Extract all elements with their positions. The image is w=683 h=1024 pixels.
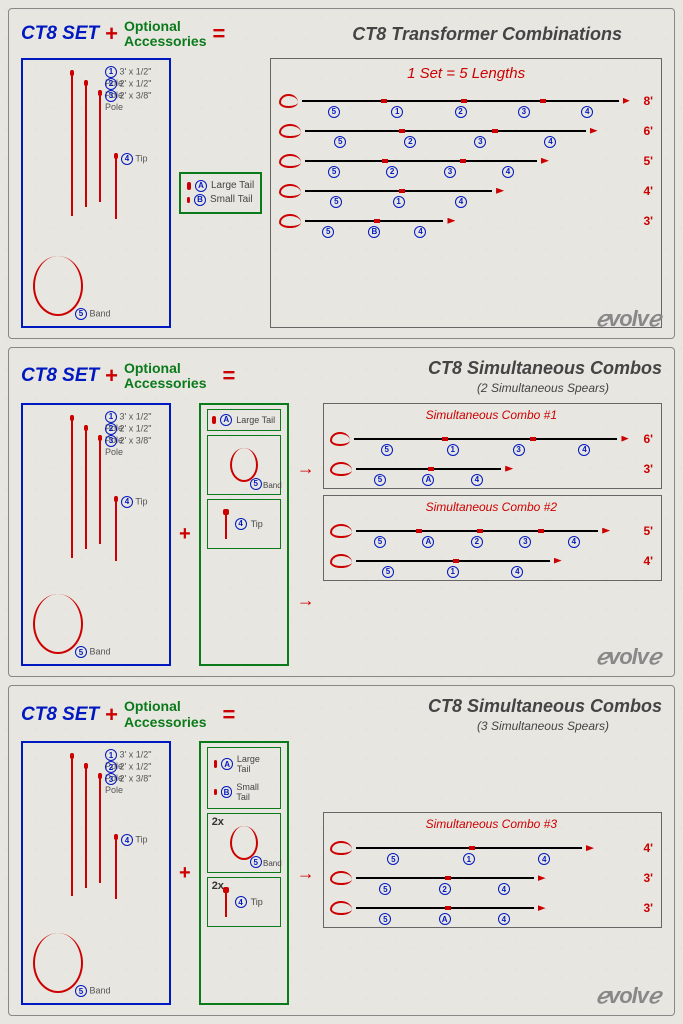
combo3-box: Simultaneous Combo #3 5144'5243'5A43' <box>323 812 662 928</box>
arrow-icon: → <box>297 458 315 479</box>
panel-combo3: CT8 SET + OptionalAccessories = CT8 Simu… <box>8 685 675 1016</box>
length-label: 3' <box>635 462 653 476</box>
ct8-set-label: CT8 SET <box>21 704 99 726</box>
accessories-box: ALarge Tail BSmall Tail 2x5Band 2x4Tip <box>199 741 289 1005</box>
optional-accessories-label: OptionalAccessories <box>124 699 207 730</box>
brand-logo: ℯvolvℯ <box>596 306 660 332</box>
panel2-body: 1 3' x 1/2" Pole2 2' x 1/2" Pole3 2' x 3… <box>21 403 662 667</box>
plus-icon: + <box>105 702 118 728</box>
length-label: 5' <box>635 154 653 168</box>
plus-icon: + <box>179 403 191 667</box>
plus-icon: + <box>105 21 118 47</box>
spear-row: 52345' <box>279 146 653 176</box>
accessories-box: ALarge Tail 5Band 4Tip <box>199 403 289 667</box>
spear-row: 5243' <box>330 863 653 893</box>
length-label: 4' <box>635 184 653 198</box>
spear-row: 5144' <box>330 546 653 576</box>
ct8-set-box: 1 3' x 1/2" Pole2 2' x 1/2" Pole3 2' x 3… <box>21 403 171 667</box>
length-label: 4' <box>635 841 653 855</box>
spear-row: 5144' <box>279 176 653 206</box>
panel3-title: CT8 Simultaneous Combos <box>428 696 662 717</box>
equals-icon: = <box>223 702 236 728</box>
length-label: 4' <box>635 554 653 568</box>
equals-icon: = <box>213 21 226 47</box>
result-title: 1 Set = 5 Lengths <box>279 65 653 82</box>
spear-row: 51346' <box>330 424 653 454</box>
plus-icon: + <box>179 741 191 1005</box>
optional-accessories-label: Optional Accessories <box>124 19 207 50</box>
optional-accessories-label: OptionalAccessories <box>124 361 207 392</box>
panel2-title: CT8 Simultaneous Combos <box>428 358 662 379</box>
equals-icon: = <box>223 363 236 389</box>
ct8-set-box: 1 3' x 1/2" Pole2 2' x 1/2" Pole3 2' x 3… <box>21 741 171 1005</box>
plus-icon: + <box>105 363 118 389</box>
arrow-icon: → <box>297 590 315 611</box>
length-label: 3' <box>635 901 653 915</box>
result-box-lengths: 1 Set = 5 Lengths 512348'52346'52345'514… <box>270 58 662 328</box>
panel3-subtitle: (3 Simultaneous Spears) <box>424 719 662 733</box>
spear-row: 52346' <box>279 116 653 146</box>
brand-logo: ℯvolvℯ <box>596 983 660 1009</box>
length-label: 6' <box>635 124 653 138</box>
spear-row: 5B43' <box>279 206 653 236</box>
brand-logo: ℯvolvℯ <box>596 644 660 670</box>
combo1-box: Simultaneous Combo #1 51346'5A43' <box>323 403 662 489</box>
spear-row: 5A43' <box>330 893 653 923</box>
ct8-set-label: CT8 SET <box>21 23 99 45</box>
ct8-set-label: CT8 SET <box>21 365 99 387</box>
ct8-set-box: 1 3' x 1/2" Pole2 2' x 1/2" Pole3 2' x 3… <box>21 58 171 328</box>
combo2-box: Simultaneous Combo #2 5A2345'5144' <box>323 495 662 581</box>
length-label: 6' <box>637 432 653 446</box>
spear-row: 5A43' <box>330 454 653 484</box>
panel3-title-row: CT8 SET + OptionalAccessories = CT8 Simu… <box>21 696 662 733</box>
panel1-title: CT8 Transformer Combinations <box>352 24 622 45</box>
length-label: 8' <box>638 94 653 108</box>
panel-transformer: CT8 SET + Optional Accessories = CT8 Tra… <box>8 8 675 339</box>
arrow-icon: → <box>297 863 315 884</box>
panel2-subtitle: (2 Simultaneous Spears) <box>424 381 662 395</box>
spear-row: 5144' <box>330 833 653 863</box>
panel-combo2: CT8 SET + OptionalAccessories = CT8 Simu… <box>8 347 675 678</box>
length-label: 5' <box>635 524 653 538</box>
panel1-title-row: CT8 SET + Optional Accessories = CT8 Tra… <box>21 19 662 50</box>
length-label: 3' <box>635 214 653 228</box>
panel1-body: 1 3' x 1/2" Pole2 2' x 1/2" Pole3 2' x 3… <box>21 58 662 328</box>
panel3-body: 1 3' x 1/2" Pole2 2' x 1/2" Pole3 2' x 3… <box>21 741 662 1005</box>
length-label: 3' <box>635 871 653 885</box>
spear-row: 5A2345' <box>330 516 653 546</box>
panel2-title-row: CT8 SET + OptionalAccessories = CT8 Simu… <box>21 358 662 395</box>
accessories-box: ALarge Tail BSmall Tail <box>179 172 262 214</box>
spear-row: 512348' <box>279 86 653 116</box>
